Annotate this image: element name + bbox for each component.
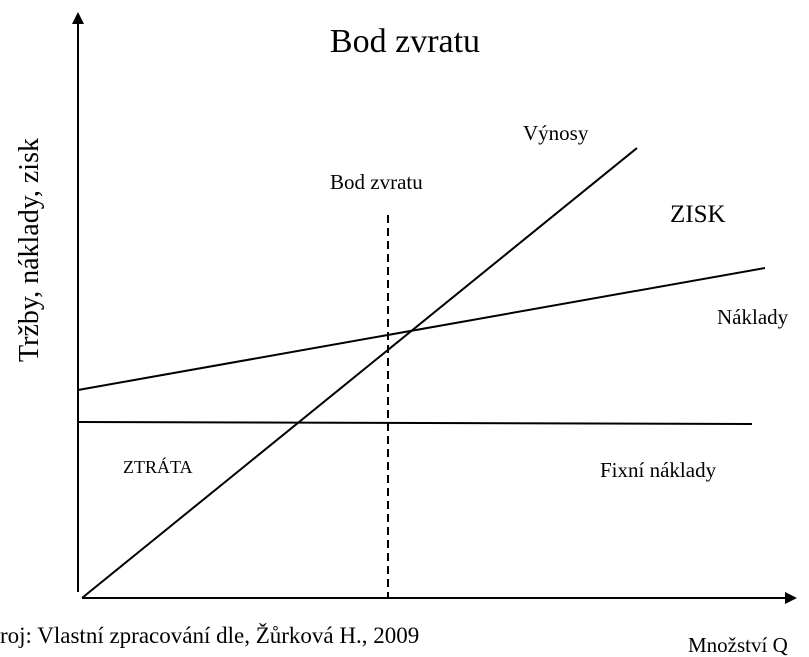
source: roj: Vlastní zpracování dle, Žůrková H.,…	[0, 623, 419, 648]
y-axis-label: Tržby, náklady, zisk	[14, 138, 45, 362]
fixed-costs-label: Fixní náklady	[600, 458, 717, 482]
costs-label: Náklady	[717, 305, 789, 329]
x-axis-label: Množství Q	[688, 633, 788, 657]
profit-label: ZISK	[670, 201, 726, 228]
fixed-costs-line	[77, 421, 753, 425]
revenue-label: Výnosy	[523, 121, 589, 145]
title: Bod zvratu	[330, 23, 480, 60]
loss-label: ZTRÁTA	[123, 456, 193, 477]
break-even-label: Bod zvratu	[330, 170, 423, 194]
revenue-line	[81, 147, 638, 599]
costs-line	[77, 267, 766, 391]
